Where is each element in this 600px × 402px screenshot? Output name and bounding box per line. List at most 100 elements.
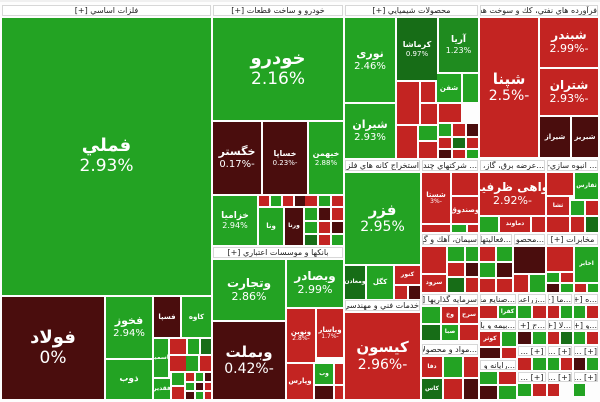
sector-header-banks[interactable]: بانكها و موسسات اعتباري [+] bbox=[213, 247, 343, 258]
stock-tile[interactable] bbox=[548, 306, 559, 318]
stock-tile[interactable] bbox=[480, 348, 500, 358]
stock-tile[interactable] bbox=[305, 196, 317, 206]
stock-tile[interactable] bbox=[422, 225, 450, 232]
sector-header-computer-services[interactable]: ...رايانه و ف [+] bbox=[480, 360, 516, 370]
stock-tile[interactable] bbox=[332, 222, 343, 233]
stock-tile-وپارس[interactable]: وپارس bbox=[287, 364, 313, 399]
stock-tile[interactable] bbox=[448, 247, 464, 261]
stock-tile[interactable] bbox=[397, 126, 417, 158]
sector-header-metal-ore-mining[interactable]: استخراج كانه هاي فلزي [+] bbox=[345, 160, 420, 171]
stock-tile[interactable] bbox=[480, 386, 497, 399]
stock-tile[interactable] bbox=[335, 386, 343, 399]
stock-tile-خودرو[interactable]: خودرو 2.16% bbox=[213, 18, 343, 120]
stock-tile[interactable] bbox=[453, 138, 465, 148]
stock-tile[interactable] bbox=[467, 150, 478, 158]
stock-tile[interactable] bbox=[514, 275, 528, 292]
sector-header-chemicals[interactable]: محصولات شيميايي [+] bbox=[345, 5, 478, 16]
stock-tile-اخابر[interactable]: اخابر bbox=[575, 247, 598, 282]
stock-tile[interactable] bbox=[444, 379, 462, 399]
stock-tile[interactable] bbox=[448, 278, 464, 292]
stock-tile[interactable] bbox=[467, 138, 478, 148]
stock-tile[interactable] bbox=[571, 217, 584, 232]
stock-tile[interactable] bbox=[561, 273, 573, 282]
stock-tile[interactable] bbox=[575, 284, 586, 292]
stock-tile-خبهمن[interactable]: خبهمن 2.88% bbox=[309, 122, 343, 194]
stock-tile[interactable] bbox=[466, 263, 478, 276]
stock-tile[interactable] bbox=[561, 358, 572, 370]
stock-tile[interactable] bbox=[586, 217, 598, 232]
stock-tile[interactable] bbox=[530, 275, 545, 292]
stock-tile[interactable] bbox=[196, 383, 203, 390]
stock-tile[interactable] bbox=[518, 384, 531, 396]
sector-header-mini-sector-9[interactable]: [+] ... bbox=[518, 372, 546, 382]
stock-tile[interactable] bbox=[571, 201, 584, 215]
stock-tile[interactable] bbox=[574, 384, 585, 396]
sector-header-mini-sector-10[interactable]: [+] ... bbox=[548, 372, 572, 382]
stock-tile[interactable] bbox=[547, 217, 569, 232]
stock-tile-صبا[interactable]: صبا bbox=[442, 325, 458, 340]
stock-tile[interactable] bbox=[188, 339, 199, 354]
sector-header-automotive[interactable]: خودرو و ساخت قطعات [+] bbox=[213, 5, 343, 16]
stock-tile-کاوه[interactable]: کاوه bbox=[182, 297, 211, 337]
stock-tile[interactable] bbox=[332, 235, 343, 245]
stock-tile[interactable] bbox=[518, 306, 531, 318]
stock-tile-وبملت[interactable]: وبملت -0.42% bbox=[213, 322, 285, 399]
stock-tile[interactable] bbox=[439, 150, 451, 158]
sector-header-mini-sector-3[interactable]: ...ج [+] bbox=[518, 320, 546, 330]
stock-tile[interactable] bbox=[319, 235, 330, 245]
stock-tile[interactable] bbox=[466, 278, 478, 292]
sector-header-misc-products[interactable]: ...محصولات [+] bbox=[514, 234, 545, 245]
sector-header-investments[interactable]: سرمايه گذاريها [+] bbox=[422, 294, 478, 305]
stock-tile-خساپا[interactable]: خساپا -0.23% bbox=[263, 122, 307, 194]
stock-tile[interactable] bbox=[547, 173, 573, 195]
stock-tile[interactable] bbox=[453, 150, 465, 158]
stock-tile-ومعادن[interactable]: ومعادن bbox=[345, 266, 365, 299]
stock-tile-ورنا[interactable]: ورنا bbox=[285, 208, 303, 245]
stock-tile[interactable] bbox=[480, 372, 497, 384]
stock-tile-کیسون[interactable]: کیسون -2.96% bbox=[345, 313, 420, 399]
stock-tile-نوری[interactable]: نوری 2.46% bbox=[345, 18, 395, 102]
stock-tile[interactable] bbox=[548, 384, 559, 396]
stock-tile-وپاسار[interactable]: وپاسار -1.7% bbox=[317, 309, 343, 357]
stock-tile-کاس[interactable]: کاس bbox=[422, 379, 442, 399]
stock-tile[interactable] bbox=[395, 286, 407, 299]
stock-tile[interactable] bbox=[259, 196, 269, 206]
stock-tile-سرح[interactable]: سرح bbox=[460, 307, 478, 323]
stock-tile[interactable] bbox=[468, 225, 478, 232]
stock-tile[interactable] bbox=[439, 104, 461, 122]
stock-tile-فاسمین[interactable]: فاسمین bbox=[154, 339, 168, 377]
sector-header-pharmaceuticals[interactable]: ...مواد و محصولات دارو [+] bbox=[422, 344, 478, 355]
stock-tile-فسپا[interactable]: فسپا bbox=[154, 297, 180, 337]
stock-tile-خزامیا[interactable]: خزامیا 2.94% bbox=[213, 196, 257, 245]
stock-tile[interactable] bbox=[315, 386, 333, 399]
stock-tile-وخ[interactable]: وخ bbox=[442, 307, 458, 323]
stock-tile[interactable] bbox=[548, 358, 559, 370]
stock-tile[interactable] bbox=[499, 372, 516, 384]
stock-tile[interactable] bbox=[170, 356, 186, 371]
stock-tile-کگل[interactable]: کگل bbox=[367, 266, 393, 299]
stock-tile[interactable] bbox=[422, 307, 440, 323]
sector-header-mineral-industries[interactable]: ...صنايع مع [+] bbox=[480, 294, 516, 304]
stock-tile[interactable] bbox=[421, 104, 437, 124]
stock-tile[interactable] bbox=[397, 82, 419, 124]
stock-tile[interactable] bbox=[574, 306, 585, 318]
stock-tile[interactable] bbox=[172, 373, 184, 385]
stock-tile[interactable] bbox=[587, 332, 598, 344]
stock-tile[interactable] bbox=[464, 357, 478, 377]
stock-tile[interactable] bbox=[409, 286, 420, 299]
stock-tile[interactable] bbox=[466, 247, 478, 261]
stock-tile-ثشا[interactable]: ثشا bbox=[547, 197, 569, 215]
stock-tile-کنور[interactable]: کنور bbox=[395, 266, 420, 284]
stock-tile-شیران[interactable]: شیران 2.93% bbox=[345, 104, 395, 158]
sector-header-cement-lime[interactable]: سيمان، آهك و گچ [+] bbox=[422, 234, 478, 245]
stock-tile-وتجارت[interactable]: وتجارت 2.86% bbox=[213, 260, 285, 320]
stock-tile[interactable] bbox=[452, 225, 466, 232]
stock-tile-شبریز[interactable]: شبریز bbox=[572, 117, 598, 157]
stock-tile[interactable] bbox=[200, 356, 211, 371]
stock-tile[interactable] bbox=[518, 332, 531, 344]
stock-tile[interactable] bbox=[271, 196, 281, 206]
stock-tile[interactable] bbox=[335, 364, 343, 384]
stock-tile[interactable] bbox=[547, 284, 559, 292]
stock-tile-فخوز[interactable]: فخوز 2.94% bbox=[106, 297, 152, 358]
stock-tile[interactable] bbox=[332, 208, 343, 220]
